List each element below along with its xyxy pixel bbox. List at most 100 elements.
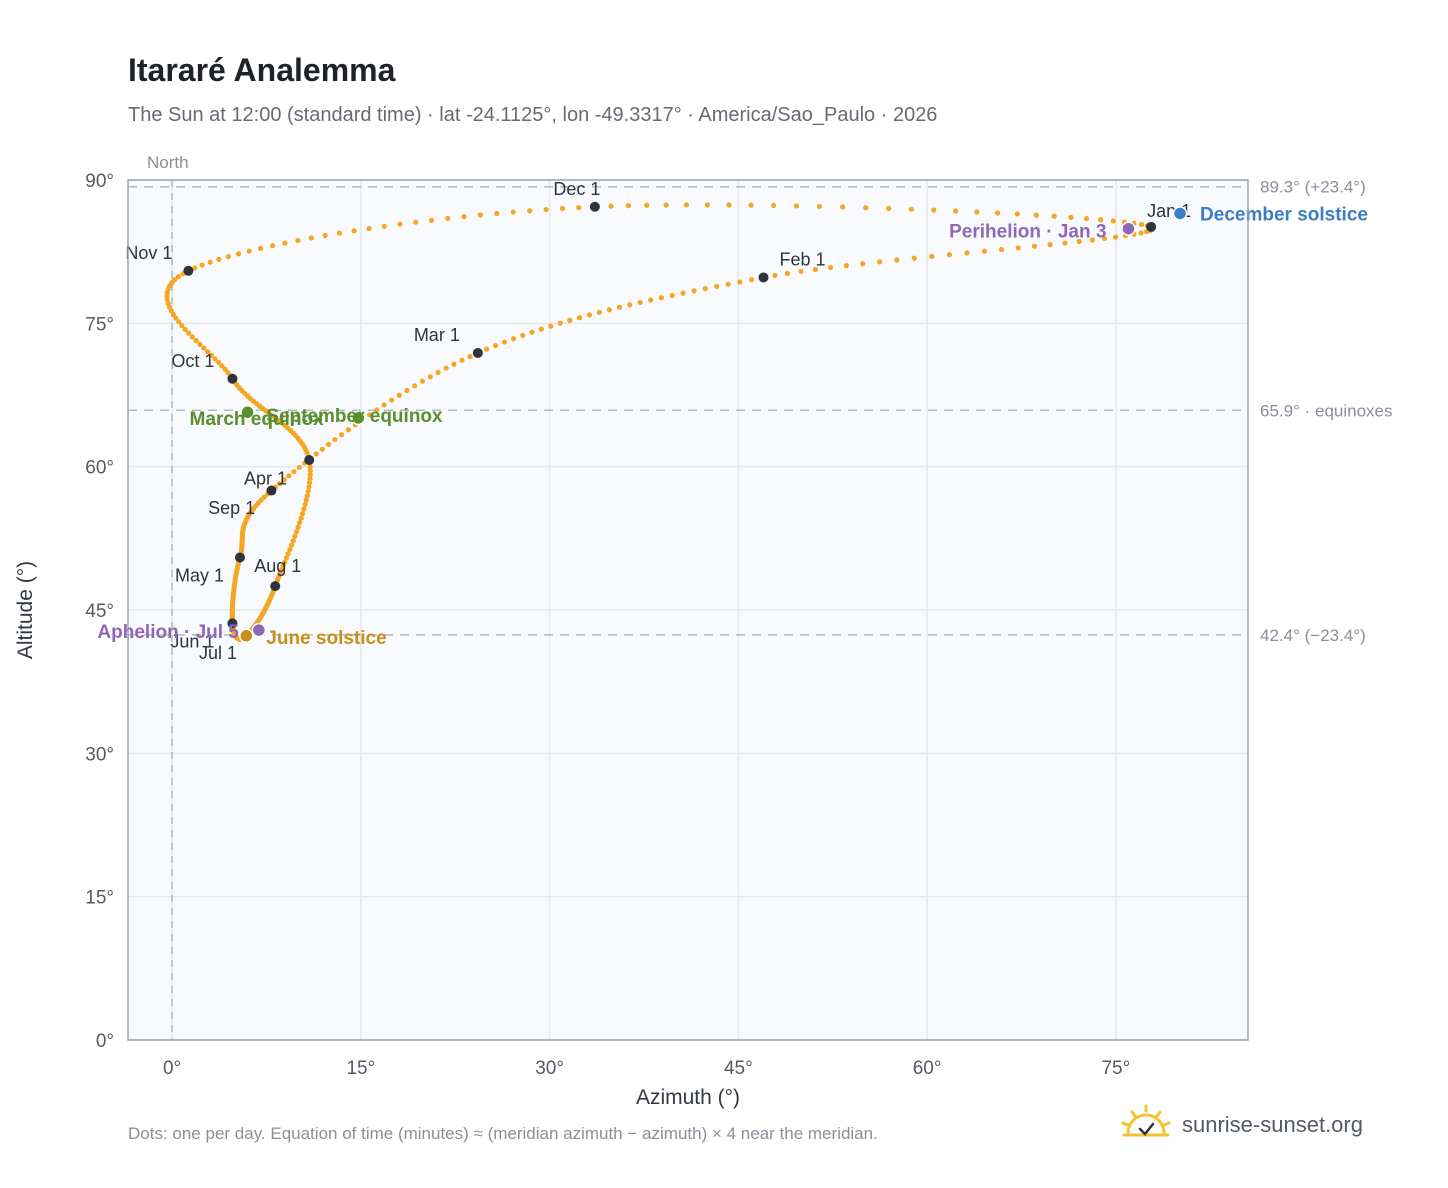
day-dot [182, 326, 188, 332]
day-dot [494, 210, 500, 217]
day-dot [1047, 242, 1053, 248]
y-tick-label: 0° [96, 1031, 114, 1052]
day-dot [625, 203, 631, 209]
day-dot [285, 551, 291, 557]
month-marker [758, 272, 769, 283]
day-dot [1112, 234, 1119, 240]
brand-name: sunrise-sunset.org [1182, 1112, 1363, 1137]
day-dot [461, 214, 467, 220]
day-dot [567, 317, 573, 323]
day-dot [257, 245, 264, 251]
month-marker [304, 454, 315, 465]
y-tick-label: 60° [85, 458, 114, 479]
day-dot [366, 225, 372, 232]
day-dot [863, 205, 869, 211]
day-dot [225, 253, 231, 260]
day-dot [374, 407, 380, 413]
day-dot [931, 207, 937, 213]
x-tick-label: 30° [535, 1058, 564, 1079]
month-label: Aug 1 [254, 556, 301, 576]
day-dot [557, 320, 563, 326]
day-dot [860, 261, 866, 267]
day-dot [538, 326, 544, 332]
day-dot [1068, 214, 1074, 220]
day-dot [543, 206, 549, 213]
month-label: Jul 1 [199, 643, 237, 663]
day-dot [283, 555, 290, 561]
month-label: Nov 1 [125, 243, 172, 263]
day-dot [282, 240, 288, 246]
day-dot [529, 329, 535, 335]
day-dot [396, 392, 402, 398]
day-dot [173, 315, 179, 321]
day-dot [477, 212, 483, 218]
event-marker [351, 410, 366, 426]
day-dot [313, 451, 319, 457]
day-dot [1089, 237, 1095, 243]
day-dot [663, 202, 669, 208]
x-tick-label: 45° [724, 1058, 753, 1079]
reference-label: 65.9° · equinoxes [1260, 401, 1393, 420]
event-marker [239, 628, 254, 644]
x-tick-label: 60° [913, 1058, 942, 1079]
day-dot [205, 349, 211, 355]
day-dot [1015, 245, 1021, 251]
y-tick-label: 30° [85, 744, 114, 765]
day-dot [894, 257, 900, 263]
month-label: Dec 1 [553, 179, 600, 199]
x-tick-label: 75° [1101, 1058, 1130, 1079]
day-dot [381, 223, 387, 229]
day-dot [292, 533, 298, 539]
day-dot [219, 363, 225, 369]
day-dot [345, 427, 351, 433]
day-dot [877, 259, 883, 265]
plot-frame [127, 179, 1249, 1041]
day-dot [300, 510, 306, 517]
day-dot [286, 473, 292, 479]
day-dot [669, 292, 675, 299]
day-dot [998, 246, 1005, 253]
day-dot [680, 290, 686, 296]
day-dot [307, 468, 313, 474]
day-dot [215, 359, 222, 365]
day-dot [404, 387, 410, 394]
day-dot [1138, 221, 1145, 228]
day-dot [520, 332, 526, 339]
event-label: September equinox [266, 406, 443, 427]
day-dot [501, 339, 508, 345]
day-dot [596, 309, 602, 315]
day-dot [208, 352, 214, 358]
day-dot [179, 322, 185, 329]
day-dot [308, 235, 314, 241]
y-axis-title: Altitude (°) [14, 561, 37, 659]
month-marker [589, 201, 600, 212]
day-dot [280, 563, 286, 569]
day-dot [616, 304, 623, 310]
day-dot [484, 346, 490, 352]
day-dot [288, 542, 295, 548]
north-label: North [147, 153, 189, 172]
day-dot [197, 341, 203, 347]
chart-title: Itararé Analemma [128, 52, 396, 88]
day-dot [608, 203, 614, 209]
brand-logo[interactable]: sunrise-sunset.org [1120, 1100, 1363, 1150]
y-tick-label: 90° [85, 171, 114, 192]
month-marker [227, 373, 238, 384]
day-dot [994, 210, 1001, 216]
day-dot [683, 202, 689, 208]
event-marker [1172, 206, 1188, 221]
day-dot [644, 202, 650, 208]
day-dot [389, 397, 395, 403]
day-dot [784, 270, 791, 277]
day-dot [351, 228, 357, 234]
day-dot [911, 255, 917, 261]
day-dot [282, 559, 288, 565]
day-dot [459, 357, 465, 363]
sun-check-icon [1120, 1103, 1172, 1148]
day-dot [704, 202, 710, 208]
day-dot [201, 345, 207, 351]
day-dot [1031, 243, 1038, 249]
day-dot [798, 268, 804, 275]
